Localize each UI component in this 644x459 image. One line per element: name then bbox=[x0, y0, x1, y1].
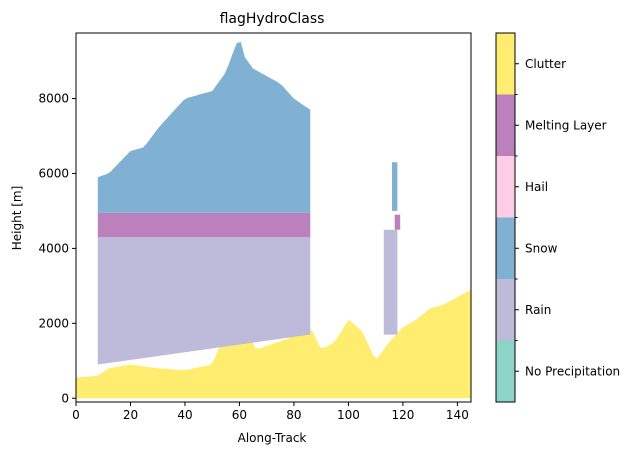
colorbar-swatch-rain bbox=[496, 279, 515, 341]
plot-area bbox=[76, 41, 471, 399]
x-tick-label: 80 bbox=[286, 408, 301, 422]
colorbar-label: Clutter bbox=[525, 57, 566, 71]
x-tick-label: 120 bbox=[391, 408, 414, 422]
region-snow-6 bbox=[392, 162, 398, 211]
colorbar-label: Snow bbox=[525, 241, 558, 255]
colorbar-swatch-melting-layer bbox=[496, 94, 515, 156]
colorbar: No Precipitation Rain Snow Hail Melting Laye… bbox=[495, 32, 620, 403]
y-tick-label: 6000 bbox=[38, 166, 69, 180]
colorbar-label: Melting Layer bbox=[525, 118, 607, 132]
y-tick-label: 2000 bbox=[38, 316, 69, 330]
region-melting-layer-2 bbox=[97, 212, 311, 238]
x-tick-label: 100 bbox=[337, 408, 360, 422]
chart-title: flagHydroClass bbox=[220, 11, 325, 27]
x-tick-label: 20 bbox=[123, 408, 138, 422]
y-tick-label: 8000 bbox=[38, 92, 69, 106]
colorbar-swatch-hail bbox=[496, 156, 515, 218]
y-tick-label: 0 bbox=[61, 391, 69, 405]
colorbar-swatch-no-precipitation bbox=[496, 340, 515, 402]
region-snow-3 bbox=[97, 41, 311, 213]
y-axis-label: Height [m] bbox=[10, 186, 24, 251]
x-axis-label: Along-Track bbox=[238, 431, 307, 445]
x-tick-label: 0 bbox=[72, 408, 80, 422]
colorbar-label: Rain bbox=[525, 303, 551, 317]
x-tick-label: 60 bbox=[232, 408, 247, 422]
colorbar-label: Hail bbox=[525, 180, 548, 194]
colorbar-frame bbox=[495, 32, 516, 403]
colorbar-swatch-snow bbox=[496, 217, 515, 279]
region-rain-1 bbox=[97, 237, 311, 365]
x-tick-label: 140 bbox=[446, 408, 469, 422]
y-tick-label: 4000 bbox=[38, 241, 69, 255]
plot-frame bbox=[75, 32, 472, 403]
x-tick-label: 40 bbox=[177, 408, 192, 422]
region-rain-4 bbox=[383, 229, 398, 335]
colorbar-label: No Precipitation bbox=[525, 364, 620, 378]
colorbar-swatch-clutter bbox=[496, 33, 515, 95]
region-clutter-0 bbox=[76, 286, 471, 399]
y-axis: 0 2000 4000 6000 8000 bbox=[38, 92, 76, 405]
region-melting-layer-5 bbox=[394, 214, 401, 230]
x-axis: 0 20 40 60 80 100 120 140 bbox=[72, 402, 469, 422]
